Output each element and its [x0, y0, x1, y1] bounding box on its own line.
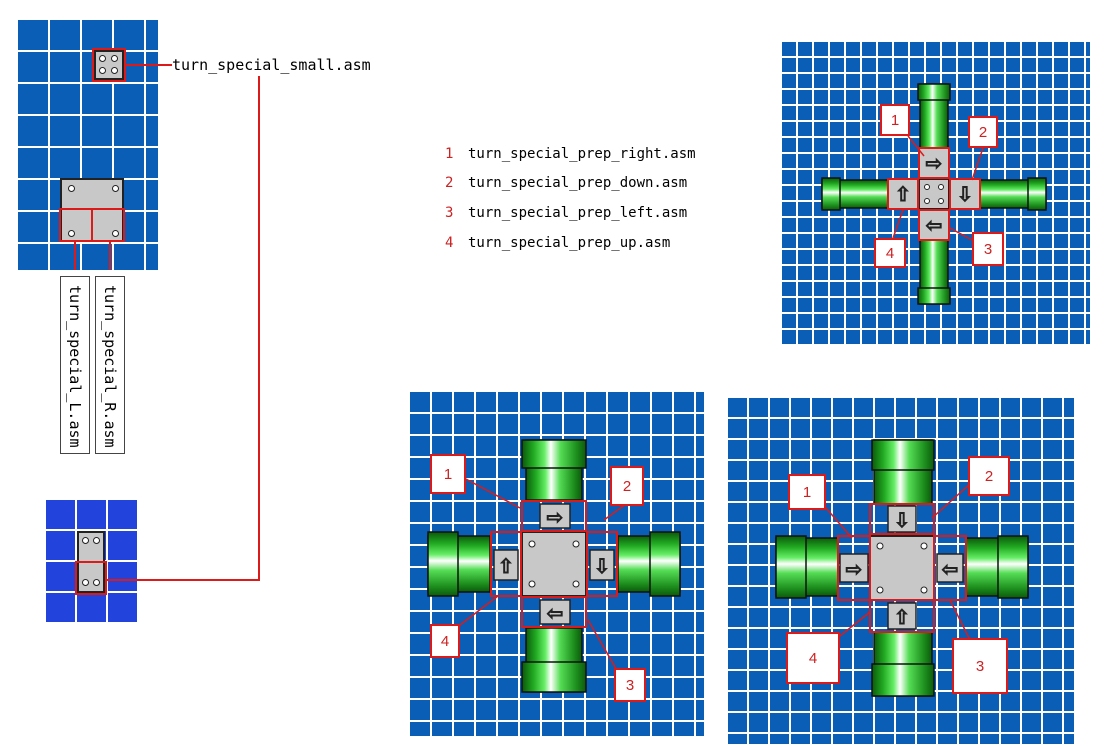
svg-text:⇦: ⇦: [547, 601, 564, 625]
callout-tr-1: 1: [880, 104, 910, 136]
small-asm-label: turn_special_small.asm: [172, 56, 371, 74]
connector-long-line: [107, 76, 260, 581]
legend-file-2: turn_special_prep_down.asm: [468, 175, 688, 191]
callout-bm-1: 1: [430, 454, 466, 494]
callout-br-4: 4: [786, 632, 840, 684]
svg-text:⇨: ⇨: [547, 505, 564, 529]
legend-file-3: turn_special_prep_left.asm: [468, 205, 688, 221]
callout-tr-2: 2: [968, 116, 998, 148]
svg-text:⇧: ⇧: [895, 182, 912, 206]
right-half-highlight: [91, 208, 125, 242]
svg-text:⇨: ⇨: [846, 557, 863, 581]
callout-br-3: 3: [952, 638, 1008, 694]
callout-bm-4: 4: [430, 624, 460, 658]
svg-text:⇨: ⇨: [926, 151, 943, 175]
legend-num-1: 1: [445, 146, 454, 162]
right-asm-label: turn_special_R.asm: [95, 276, 125, 454]
svg-text:⇧: ⇧: [498, 554, 515, 578]
svg-text:⇦: ⇦: [926, 213, 943, 237]
svg-text:⇧: ⇧: [894, 605, 911, 629]
callout-tr-4: 4: [874, 238, 906, 268]
small-plate-highlight: [92, 48, 126, 82]
callout-bm-2: 2: [610, 466, 644, 506]
junction-large: ⇩ ⇦ ⇧ ⇨: [775, 439, 1029, 697]
junction-medium: ⇨ ⇩ ⇦ ⇧: [427, 439, 681, 693]
grid-panel-top-left: [16, 18, 158, 270]
svg-text:⇩: ⇩: [894, 508, 911, 532]
svg-text:⇩: ⇩: [957, 182, 974, 206]
callout-br-1: 1: [788, 474, 826, 510]
callout-br-2: 2: [968, 456, 1010, 496]
legend-num-3: 3: [445, 205, 454, 221]
legend-file-1: turn_special_prep_right.asm: [468, 146, 696, 162]
legend-num-4: 4: [445, 235, 454, 251]
legend-file-4: turn_special_prep_up.asm: [468, 235, 671, 251]
small-plate: [94, 50, 124, 80]
junction-small: ⇨ ⇩ ⇦ ⇧: [821, 83, 1047, 305]
svg-text:⇦: ⇦: [942, 557, 959, 581]
legend-num-2: 2: [445, 175, 454, 191]
vertical-plate-highlight: [75, 561, 107, 595]
left-asm-label: turn_special_L.asm: [60, 276, 90, 454]
callout-tr-3: 3: [972, 232, 1004, 266]
svg-text:⇩: ⇩: [594, 554, 611, 578]
callout-bm-3: 3: [614, 668, 646, 702]
